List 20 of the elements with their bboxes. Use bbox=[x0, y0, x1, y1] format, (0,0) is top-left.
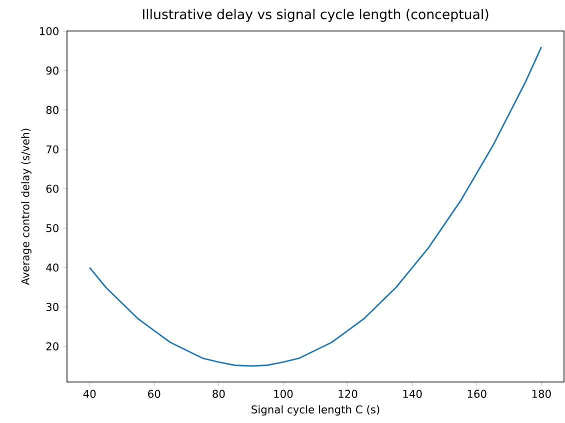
y-tick-label: 90 bbox=[46, 66, 58, 75]
x-tick-label: 120 bbox=[338, 390, 358, 398]
y-tick-label: 20 bbox=[46, 342, 58, 350]
y-tick-label: 50 bbox=[46, 224, 58, 232]
x-tick-label: 60 bbox=[148, 390, 160, 398]
x-axis-title: Signal cycle length C (s) bbox=[252, 405, 380, 416]
x-tick-label: 80 bbox=[212, 390, 225, 398]
x-tick-label: 180 bbox=[532, 390, 551, 398]
y-tick-label: 60 bbox=[46, 184, 58, 193]
y-tick-label: 70 bbox=[46, 145, 58, 154]
y-tick-label: 40 bbox=[46, 264, 58, 272]
y-axis-title: Average control delay (s/veh) bbox=[21, 128, 32, 285]
x-tick-label: 40 bbox=[83, 390, 96, 398]
y-tick-label: 80 bbox=[46, 106, 58, 114]
chart-title: Illustrative delay vs signal cycle length (conceptual) bbox=[143, 8, 488, 22]
x-tick-label: 140 bbox=[403, 390, 422, 398]
x-tick-label: 160 bbox=[468, 390, 486, 398]
x-tick-label: 100 bbox=[274, 390, 293, 398]
y-tick-label: 100 bbox=[40, 27, 58, 36]
y-tick-label: 30 bbox=[46, 302, 58, 311]
